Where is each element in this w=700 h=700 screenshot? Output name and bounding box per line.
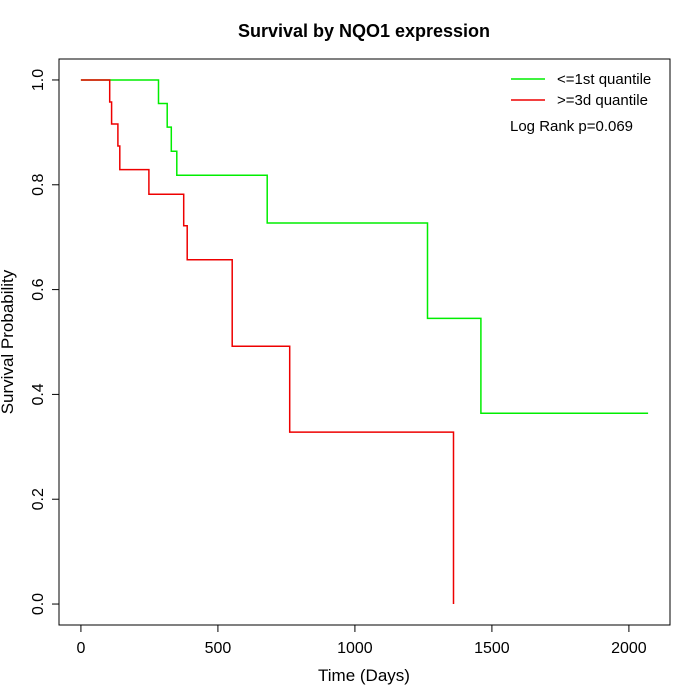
y-tick-label: 0.6 (30, 278, 47, 300)
y-tick-label: 1.0 (30, 69, 47, 91)
x-tick-label: 1500 (474, 640, 510, 657)
legend: <=1st quantile >=3d quantile (511, 71, 651, 109)
x-tick-label: 1000 (337, 640, 373, 657)
y-tick-label: 0.2 (30, 488, 47, 510)
x-axis-label: Time (Days) (318, 666, 410, 685)
x-tick-label: 500 (205, 640, 232, 657)
y-tick-label: 0.0 (30, 593, 47, 615)
series-layer (80, 79, 649, 604)
x-tick-label: 2000 (611, 640, 647, 657)
x-tick-label: 0 (76, 640, 85, 657)
legend-label: <=1st quantile (557, 71, 651, 88)
y-tick-label: 0.8 (30, 174, 47, 196)
x-axis: 0 500 1000 1500 2000 (76, 624, 647, 657)
y-axis: 0.0 0.2 0.4 0.6 0.8 1.0 (30, 69, 60, 615)
y-axis-label: Survival Probability (0, 269, 17, 414)
survival-curve-1 (80, 79, 649, 415)
log-rank-annotation: Log Rank p=0.069 (510, 118, 633, 135)
legend-label: >=3d quantile (557, 92, 648, 109)
plot-frame (58, 58, 671, 626)
chart-title: Survival by NQO1 expression (238, 21, 490, 41)
survival-curve-2 (80, 79, 455, 604)
y-tick-label: 0.4 (30, 383, 47, 405)
